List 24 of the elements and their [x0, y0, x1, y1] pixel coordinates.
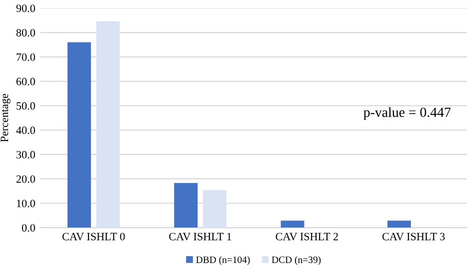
y-tick-label: 80.0 — [16, 28, 36, 37]
x-tick-label: CAV ISHLT 2 — [276, 232, 338, 240]
y-tick-label: 0.0 — [22, 224, 36, 232]
x-tick-label: CAV ISHLT 1 — [169, 232, 232, 240]
bar — [96, 21, 120, 228]
bar — [67, 42, 91, 228]
bar — [280, 220, 304, 228]
bar — [387, 220, 411, 228]
bar — [174, 183, 198, 228]
legend-label: DBD (n=104) — [196, 256, 250, 266]
y-tick-label: 40.0 — [16, 126, 36, 134]
annotation: p-value = 0.447 — [364, 107, 451, 120]
y-tick-label: 90.0 — [16, 4, 36, 12]
y-tick-label: 70.0 — [16, 53, 36, 61]
y-axis-title: Percentage — [0, 94, 10, 142]
y-tick-label: 10.0 — [16, 200, 36, 208]
y-tick-label: 20.0 — [16, 175, 36, 183]
x-tick-label: CAV ISHLT 3 — [382, 232, 445, 240]
legend-label: DCD (n=39) — [272, 256, 321, 266]
y-tick-label: 50.0 — [16, 102, 36, 110]
y-tick-label: 30.0 — [16, 150, 36, 158]
x-tick-label: CAV ISHLT 0 — [62, 232, 125, 240]
bar — [202, 190, 226, 228]
y-tick-label: 60.0 — [16, 78, 36, 86]
